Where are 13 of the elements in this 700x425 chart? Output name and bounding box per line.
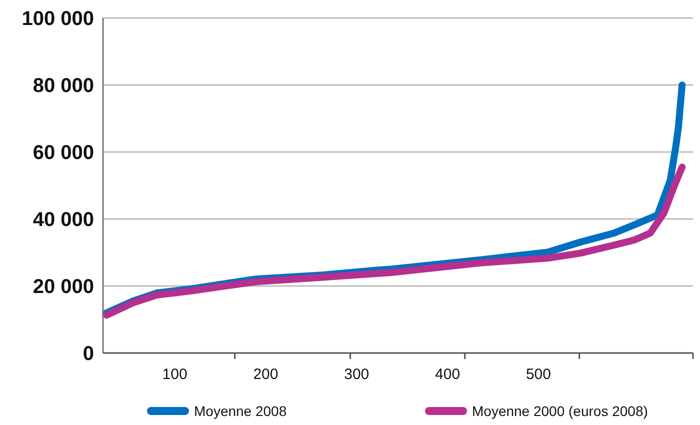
y-tick-label: 40 000: [32, 209, 94, 231]
y-tick-label: 80 000: [32, 75, 94, 97]
y-tick-label: 100 000: [22, 8, 94, 30]
x-tick-label: 100: [162, 366, 188, 383]
legend-label: Moyenne 2008: [194, 403, 287, 419]
legend-label: Moyenne 2000 (euros 2008): [472, 403, 648, 419]
x-tick-label: 200: [253, 366, 278, 383]
y-tick-label: 20 000: [32, 276, 94, 298]
x-tick-label: 500: [526, 366, 551, 383]
y-tick-label: 0: [82, 343, 94, 365]
x-tick-label: 400: [435, 366, 460, 383]
y-tick-label: 60 000: [32, 142, 94, 164]
x-tick-label: 300: [344, 366, 370, 383]
